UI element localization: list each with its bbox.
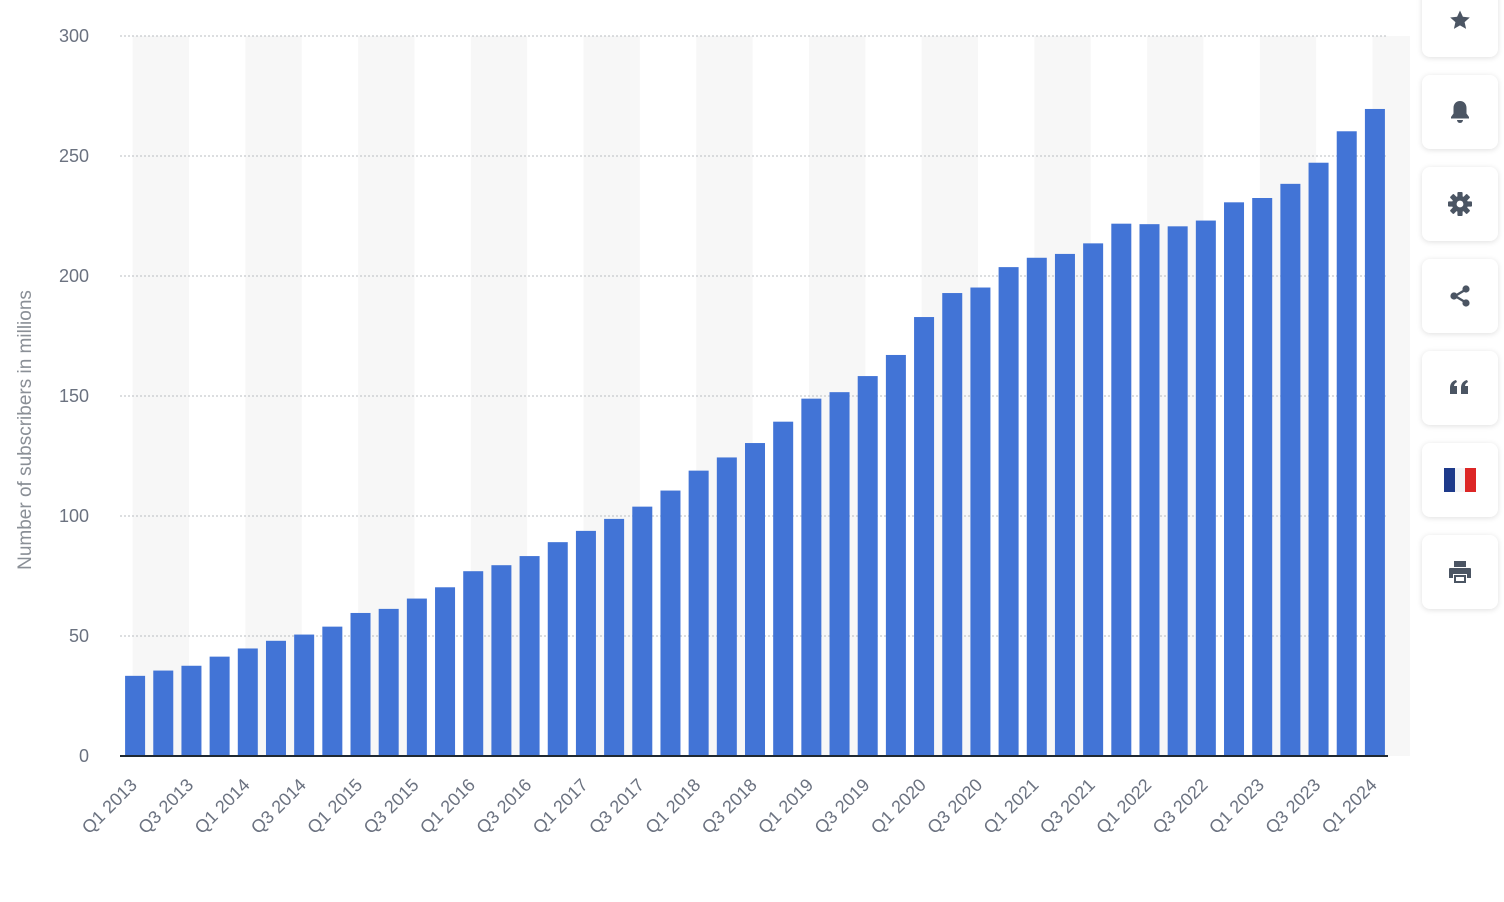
bar-q3-2023[interactable] bbox=[1308, 162, 1329, 757]
x-tick-label: Q3 2016 bbox=[472, 775, 535, 838]
bar-q1-2019[interactable] bbox=[801, 398, 822, 756]
bar-q3-2021[interactable] bbox=[1083, 243, 1104, 757]
bell-icon bbox=[1451, 101, 1469, 123]
bar-q1-2023[interactable] bbox=[1252, 198, 1273, 756]
x-tick-label: Q1 2020 bbox=[867, 775, 930, 838]
bar-q4-2021[interactable] bbox=[1111, 223, 1132, 756]
bar-q2-2021[interactable] bbox=[1054, 253, 1075, 757]
bar-q1-2020[interactable] bbox=[914, 317, 935, 756]
y-tick-label: 50 bbox=[69, 626, 89, 646]
bar-q4-2015[interactable] bbox=[435, 587, 456, 756]
bars bbox=[125, 108, 1385, 757]
bar-q2-2019[interactable] bbox=[829, 392, 850, 756]
bar-q2-2015[interactable] bbox=[378, 608, 399, 756]
y-tick-label: 300 bbox=[59, 26, 89, 46]
bar-q1-2024[interactable] bbox=[1364, 108, 1385, 756]
x-tick-label: Q1 2013 bbox=[78, 775, 141, 838]
bar-q2-2016[interactable] bbox=[491, 565, 512, 756]
bar-q3-2015[interactable] bbox=[406, 598, 427, 756]
x-tick-label: Q1 2023 bbox=[1205, 775, 1268, 838]
bar-q4-2017[interactable] bbox=[660, 490, 681, 756]
star-icon bbox=[1450, 10, 1470, 29]
y-tick-label: 250 bbox=[59, 146, 89, 166]
y-tick-label: 0 bbox=[79, 746, 89, 766]
bar-q4-2018[interactable] bbox=[773, 421, 794, 756]
bar-q3-2018[interactable] bbox=[744, 443, 766, 756]
bar-q1-2016[interactable] bbox=[463, 571, 484, 756]
x-tick-label: Q1 2014 bbox=[191, 775, 254, 838]
gear-icon bbox=[1448, 192, 1472, 216]
bar-q1-2013[interactable] bbox=[125, 675, 146, 756]
bar-q2-2014[interactable] bbox=[265, 640, 286, 756]
bar-q2-2023[interactable] bbox=[1280, 183, 1301, 757]
y-axis-ticks: 0 50 100 150 200 250 300 bbox=[59, 26, 89, 766]
bar-q4-2022[interactable] bbox=[1224, 202, 1245, 756]
bar-q4-2020[interactable] bbox=[998, 267, 1019, 756]
x-tick-label: Q3 2018 bbox=[698, 775, 761, 838]
x-tick-label: Q1 2015 bbox=[303, 775, 366, 838]
bar-q4-2014[interactable] bbox=[322, 626, 343, 756]
x-tick-label: Q1 2019 bbox=[754, 775, 817, 838]
x-tick-label: Q3 2020 bbox=[923, 775, 986, 838]
x-tick-label: Q3 2013 bbox=[134, 775, 197, 838]
bar-q2-2022[interactable] bbox=[1167, 226, 1188, 756]
bar-q1-2021[interactable] bbox=[1026, 257, 1047, 756]
language-button[interactable] bbox=[1422, 443, 1498, 517]
bar-q2-2013[interactable] bbox=[153, 670, 174, 756]
share-icon bbox=[1450, 285, 1470, 307]
y-tick-label: 100 bbox=[59, 506, 89, 526]
bar-q1-2015[interactable] bbox=[350, 612, 371, 756]
bar-q3-2013[interactable] bbox=[181, 665, 202, 756]
bar-q1-2017[interactable] bbox=[575, 530, 596, 756]
x-tick-label: Q3 2017 bbox=[585, 775, 648, 838]
bar-q3-2020[interactable] bbox=[970, 287, 991, 756]
bar-q1-2014[interactable] bbox=[237, 648, 258, 756]
x-tick-label: Q1 2024 bbox=[1318, 775, 1381, 838]
bar-q2-2020[interactable] bbox=[942, 293, 963, 756]
x-tick-label: Q3 2023 bbox=[1261, 775, 1324, 838]
cite-button[interactable] bbox=[1422, 351, 1498, 425]
bar-q3-2014[interactable] bbox=[294, 634, 315, 756]
bar-q1-2022[interactable] bbox=[1139, 224, 1160, 756]
share-button[interactable] bbox=[1422, 259, 1498, 333]
bar-q1-2018[interactable] bbox=[688, 470, 709, 756]
bar-q4-2013[interactable] bbox=[209, 656, 230, 756]
x-tick-label: Q3 2014 bbox=[247, 775, 310, 838]
bar-q3-2017[interactable] bbox=[632, 506, 653, 756]
y-axis-title: Number of subscribers in millions bbox=[15, 290, 36, 570]
bar-q3-2022[interactable] bbox=[1195, 220, 1216, 756]
quote-icon bbox=[1450, 380, 1468, 394]
x-tick-label: Q3 2019 bbox=[811, 775, 874, 838]
french-flag-icon bbox=[1444, 468, 1476, 492]
x-tick-label: Q3 2015 bbox=[360, 775, 423, 838]
settings-button[interactable] bbox=[1422, 167, 1498, 241]
x-tick-label: Q1 2022 bbox=[1092, 775, 1155, 838]
y-tick-label: 200 bbox=[59, 266, 89, 286]
x-tick-label: Q1 2018 bbox=[641, 775, 704, 838]
x-tick-label: Q1 2017 bbox=[529, 775, 592, 838]
bar-q4-2016[interactable] bbox=[547, 542, 568, 756]
bar-q4-2019[interactable] bbox=[885, 354, 906, 756]
bar-q4-2023[interactable] bbox=[1336, 131, 1357, 756]
bookmark-button[interactable] bbox=[1422, 0, 1498, 57]
x-tick-label: Q1 2021 bbox=[980, 775, 1043, 838]
x-tick-label: Q1 2016 bbox=[416, 775, 479, 838]
print-button[interactable] bbox=[1422, 535, 1498, 609]
bar-q3-2016[interactable] bbox=[519, 556, 540, 756]
bar-q2-2017[interactable] bbox=[604, 518, 625, 756]
x-tick-label: Q3 2022 bbox=[1149, 775, 1212, 838]
notification-button[interactable] bbox=[1422, 75, 1498, 149]
bar-q3-2019[interactable] bbox=[857, 376, 878, 756]
y-tick-label: 150 bbox=[59, 386, 89, 406]
printer-icon bbox=[1449, 561, 1471, 583]
bar-q2-2018[interactable] bbox=[716, 457, 737, 756]
x-tick-label: Q3 2021 bbox=[1036, 775, 1099, 838]
